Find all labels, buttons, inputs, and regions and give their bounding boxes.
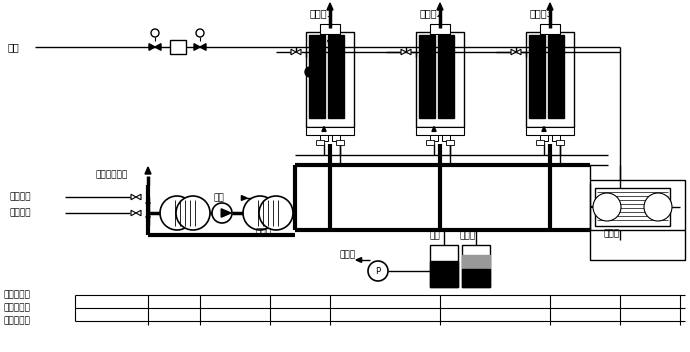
Bar xyxy=(462,245,490,287)
Polygon shape xyxy=(511,49,516,55)
Polygon shape xyxy=(401,49,406,55)
Bar xyxy=(306,32,354,127)
Bar xyxy=(170,40,186,54)
Text: 冷凝器: 冷凝器 xyxy=(604,230,620,239)
Bar xyxy=(306,127,354,135)
Polygon shape xyxy=(547,3,553,10)
Polygon shape xyxy=(241,196,247,200)
Bar xyxy=(442,135,450,141)
Bar xyxy=(548,35,564,118)
Bar xyxy=(320,135,328,141)
Text: 冷卻水回水: 冷卻水回水 xyxy=(4,316,31,326)
Text: 吸附器1: 吸附器1 xyxy=(310,8,334,18)
Circle shape xyxy=(305,67,315,77)
Text: 高温尾氣: 高温尾氣 xyxy=(10,193,32,201)
Bar xyxy=(595,188,670,226)
Text: 蚸汽: 蚸汽 xyxy=(8,42,20,52)
Text: 冷卻水上水: 冷卻水上水 xyxy=(4,303,31,313)
Bar xyxy=(430,245,458,287)
Bar xyxy=(419,35,435,118)
Polygon shape xyxy=(432,126,436,131)
Bar xyxy=(556,140,564,145)
Bar xyxy=(536,140,544,145)
Polygon shape xyxy=(131,210,136,216)
Polygon shape xyxy=(149,44,155,50)
Bar xyxy=(590,180,685,260)
Polygon shape xyxy=(406,49,411,55)
Bar xyxy=(438,35,454,118)
Bar xyxy=(416,127,464,135)
Polygon shape xyxy=(516,49,521,55)
Bar xyxy=(426,140,434,145)
Polygon shape xyxy=(291,49,296,55)
Text: 吸附器3: 吸附器3 xyxy=(530,8,554,18)
Bar xyxy=(526,127,574,135)
Text: 吸附器2: 吸附器2 xyxy=(420,8,444,18)
Circle shape xyxy=(196,29,204,37)
Polygon shape xyxy=(221,209,231,217)
Text: 事故尾氣排放: 事故尾氣排放 xyxy=(95,170,127,180)
Text: 分層槽: 分層槽 xyxy=(460,232,476,240)
Circle shape xyxy=(176,196,210,230)
Text: 排液泵: 排液泵 xyxy=(340,251,356,259)
Bar xyxy=(430,261,458,287)
Text: 空氣: 空氣 xyxy=(213,194,224,202)
Bar xyxy=(462,269,490,287)
Bar xyxy=(540,135,548,141)
Bar xyxy=(332,135,340,141)
Circle shape xyxy=(644,193,672,221)
Bar xyxy=(446,140,454,145)
Circle shape xyxy=(160,196,194,230)
Circle shape xyxy=(243,196,277,230)
Bar xyxy=(416,32,464,127)
Bar xyxy=(430,135,438,141)
Polygon shape xyxy=(146,216,150,221)
Text: P: P xyxy=(375,266,381,276)
Circle shape xyxy=(151,29,159,37)
Text: 儲槽: 儲槽 xyxy=(430,232,441,240)
Polygon shape xyxy=(145,167,151,174)
Bar xyxy=(540,24,560,34)
Polygon shape xyxy=(356,258,362,262)
Text: 低温尾氣: 低温尾氣 xyxy=(10,208,32,218)
Polygon shape xyxy=(437,3,443,10)
Bar xyxy=(309,35,325,118)
Polygon shape xyxy=(327,3,333,10)
Bar xyxy=(526,32,574,127)
Bar xyxy=(529,35,545,118)
Polygon shape xyxy=(194,44,200,50)
Bar xyxy=(430,24,450,34)
Text: 冷卻器: 冷卻器 xyxy=(255,228,271,238)
Polygon shape xyxy=(131,194,136,200)
Polygon shape xyxy=(542,126,546,131)
Circle shape xyxy=(212,203,232,223)
Bar xyxy=(328,35,344,118)
Bar xyxy=(320,24,340,34)
Bar xyxy=(462,255,490,269)
Polygon shape xyxy=(322,126,326,131)
Bar xyxy=(336,140,344,145)
Polygon shape xyxy=(200,44,206,50)
Circle shape xyxy=(593,193,621,221)
Circle shape xyxy=(368,261,388,281)
Text: 溶劑回收液: 溶劑回收液 xyxy=(4,290,31,300)
Polygon shape xyxy=(155,44,161,50)
Bar xyxy=(316,140,324,145)
Polygon shape xyxy=(136,194,141,200)
Polygon shape xyxy=(296,49,301,55)
Polygon shape xyxy=(328,40,333,46)
Polygon shape xyxy=(136,210,141,216)
Circle shape xyxy=(259,196,293,230)
Bar xyxy=(552,135,560,141)
Polygon shape xyxy=(146,203,150,207)
